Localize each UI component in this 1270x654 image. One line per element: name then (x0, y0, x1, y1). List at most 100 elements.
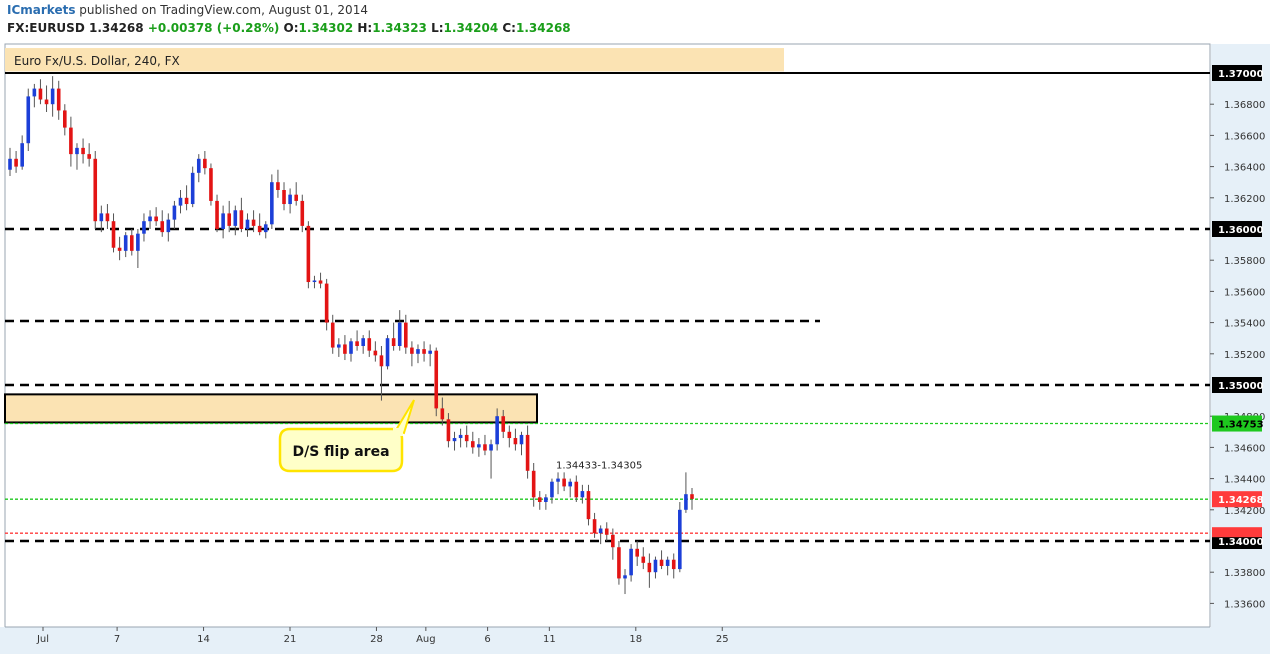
candle-body (598, 528, 603, 534)
candle-body (276, 182, 280, 190)
candle-body (641, 556, 646, 563)
time-tick-label: Jul (36, 634, 49, 645)
time-axis[interactable]: Jul 7 14 21 28 Aug 6 11 18 25 (36, 627, 729, 645)
candle (501, 409, 506, 439)
brand-name[interactable]: ICmarkets (7, 3, 76, 17)
price-axis-background (1211, 44, 1270, 654)
candle-body (550, 481, 554, 498)
candle (671, 553, 676, 579)
candle (647, 553, 652, 588)
candle (154, 207, 158, 226)
candle (129, 229, 134, 256)
candle-body (391, 338, 396, 346)
candle (318, 272, 323, 289)
candle-body (659, 559, 664, 566)
candle-body (416, 349, 420, 354)
candle (617, 541, 621, 585)
candle (178, 190, 183, 214)
candle (166, 213, 171, 242)
candle-body (519, 434, 524, 445)
candle (123, 232, 128, 258)
candle (544, 494, 548, 510)
candle-body (635, 548, 639, 557)
price-tick-label: 1.33600 (1224, 599, 1265, 610)
candle-body (464, 434, 469, 442)
price-change: +0.00378 (+0.28%) (147, 21, 280, 35)
candle (184, 185, 189, 211)
candle-body (160, 221, 165, 233)
candle (105, 204, 110, 229)
candle (56, 80, 61, 120)
candle-body (330, 322, 335, 348)
candle (580, 484, 585, 504)
candle-body (324, 283, 329, 323)
candle-body (562, 478, 566, 487)
candle (148, 210, 152, 229)
candle (38, 79, 43, 105)
candle-body (32, 88, 37, 97)
candle (81, 138, 85, 164)
candle-body (477, 444, 481, 448)
candle-body (294, 194, 298, 201)
candle-body (148, 216, 152, 222)
close-label: C: (502, 21, 516, 35)
candle (93, 151, 98, 229)
candle (343, 335, 347, 361)
candle (391, 322, 396, 351)
level-tag (1212, 65, 1262, 81)
candle-body (665, 559, 670, 566)
candle-body (489, 444, 493, 451)
candle (324, 278, 329, 331)
candle (32, 83, 37, 108)
candle-body (44, 99, 49, 105)
candle-body (513, 438, 518, 445)
candle (63, 104, 67, 136)
level-tag (1212, 377, 1262, 393)
candle-body (129, 235, 134, 251)
candle (525, 425, 530, 479)
candle (446, 413, 451, 448)
time-tick-label: 11 (543, 634, 556, 645)
candle-body (178, 197, 183, 206)
candle-body (221, 213, 225, 229)
candle (556, 472, 560, 495)
candle-body (257, 225, 262, 233)
candle-body (337, 344, 341, 348)
candle-body (678, 509, 682, 570)
price-tick-label: 1.35800 (1224, 256, 1265, 267)
candle-body (574, 481, 579, 498)
candle (385, 335, 390, 370)
candle-body (343, 344, 347, 354)
level-tag-label: 1.34753 (1218, 420, 1264, 431)
price-tick-label: 1.35200 (1224, 350, 1265, 361)
candle (422, 341, 426, 362)
price-tick-label: 1.36200 (1224, 194, 1265, 205)
candle (8, 147, 12, 176)
price-axis[interactable]: 1.36800 1.36600 1.36400 1.36200 1.35800 1.356… (1210, 65, 1265, 610)
candle (665, 556, 670, 576)
callout-pointer-join (393, 428, 403, 436)
candle (537, 491, 542, 510)
candle-body (245, 219, 250, 229)
candle (623, 569, 627, 595)
candle-body (93, 158, 98, 222)
candle-body (385, 338, 390, 367)
candle-body (629, 548, 633, 576)
open-value: 1.34302 (298, 21, 354, 35)
candle (440, 397, 445, 426)
candle (209, 163, 213, 206)
time-tick-label: Aug (416, 634, 436, 645)
candle (227, 200, 232, 233)
candle (239, 197, 244, 233)
candle (531, 463, 536, 507)
candlestick-chart[interactable]: 1.34433-1.34305 Euro Fx/U.S. Dollar, 240,… (0, 40, 1270, 654)
candle-body (452, 438, 457, 442)
candle (245, 213, 250, 237)
candle-body (525, 434, 530, 471)
candle-body (227, 213, 232, 226)
candle-body (75, 147, 79, 155)
candle-body (580, 491, 585, 498)
candle (20, 135, 24, 170)
candle-body (367, 338, 372, 351)
candle (434, 347, 439, 417)
